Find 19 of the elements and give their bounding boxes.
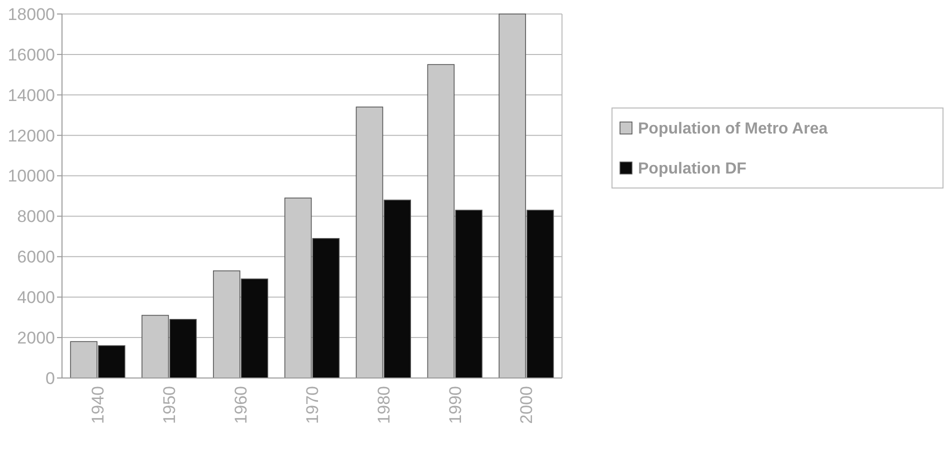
x-tick-label: 2000 (517, 386, 536, 424)
y-tick-label: 0 (46, 368, 55, 388)
x-tick-label: 1990 (446, 386, 465, 424)
y-tick-label: 16000 (8, 45, 55, 64)
y-tick-label: 10000 (8, 166, 55, 186)
x-tick-label: 1960 (232, 386, 251, 424)
y-tick-label: 12000 (8, 126, 55, 146)
y-tick-label: 6000 (17, 248, 55, 267)
y-tick-label: 4000 (17, 288, 55, 308)
y-tick-label: 14000 (8, 86, 55, 105)
x-tick-label: 1950 (160, 386, 180, 424)
x-tick-label: 1980 (374, 386, 394, 424)
x-tick-label: 1970 (302, 386, 322, 424)
x-tick-label: 1940 (88, 386, 108, 424)
legend-label: Population of Metro Area (638, 120, 828, 138)
y-tick-label: 8000 (17, 207, 55, 226)
legend-label: Population DF (638, 160, 747, 178)
y-tick-label: 18000 (8, 4, 55, 24)
y-tick-label: 2000 (17, 328, 55, 348)
